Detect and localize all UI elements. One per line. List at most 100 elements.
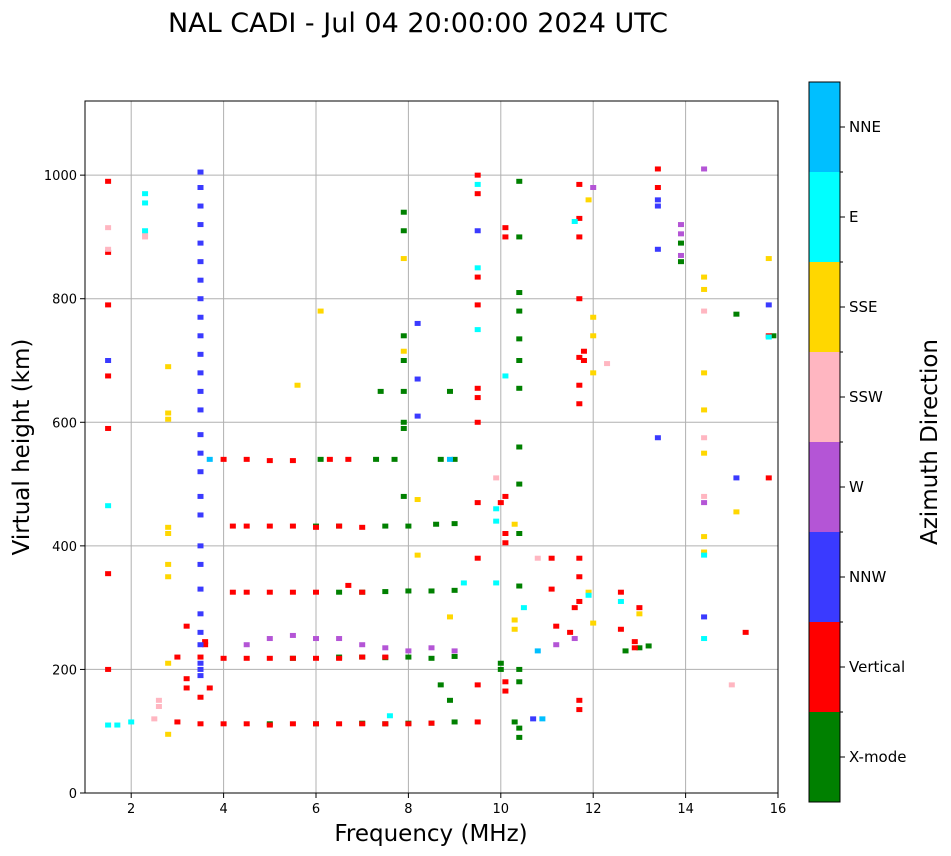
data-point [576,598,583,604]
data-point [585,589,592,595]
data-point [197,351,204,357]
data-point [317,308,324,314]
data-point [128,719,135,725]
data-point [345,582,352,588]
data-point [289,632,296,638]
data-point [202,642,209,648]
data-point [414,320,421,326]
data-point [502,531,509,536]
data-point [511,626,518,632]
data-point [446,614,453,620]
series-x-mode [266,178,777,740]
data-point [197,586,204,592]
data-point [576,401,583,407]
data-point [197,611,204,617]
data-point [451,653,458,659]
data-point [654,166,661,172]
data-point [502,373,509,379]
data-point [174,719,181,725]
data-point [266,458,273,464]
data-point [733,311,740,317]
data-point [677,259,684,265]
y-axis-ticks: 0 200 400 600 800 1000 [44,169,85,802]
colorbar-segment [809,352,840,442]
data-point [229,589,236,595]
data-point [451,648,458,654]
data-point [197,240,204,246]
data-point [414,497,421,503]
data-point [391,456,398,462]
data-point [701,552,708,558]
data-point [451,521,458,527]
data-point [197,654,204,660]
data-point [183,623,190,629]
data-point [516,358,523,363]
data-point [576,555,583,561]
data-point [502,493,509,499]
data-point [336,636,343,642]
colorbar-segment [809,532,840,622]
data-point [142,200,149,206]
data-point [105,666,112,672]
data-point [220,655,227,661]
data-point [701,308,708,314]
data-point [493,518,500,524]
data-point [400,388,407,394]
chart-title: NAL CADI - Jul 04 20:00:00 2024 UTC [168,8,668,39]
data-point [446,388,453,394]
data-point [197,259,204,265]
data-point [474,682,481,688]
data-point [636,611,643,617]
data-point [289,655,296,661]
data-point [183,685,190,691]
data-point [105,225,112,231]
data-point [197,673,204,679]
data-point [289,458,296,464]
data-point [516,583,523,589]
data-point [155,697,162,703]
data-point [289,523,296,529]
data-point [516,308,523,314]
data-point [197,450,204,456]
plot-frame [84,100,779,794]
data-point [654,185,661,190]
data-point [701,534,708,540]
data-point [701,614,708,620]
data-point [289,721,296,727]
data-point [165,524,172,530]
data-point [382,721,389,727]
data-point [165,574,172,580]
data-point [105,246,112,252]
x-tick-label: 6 [312,802,320,817]
data-point [497,660,504,666]
colorbar-segment [809,442,840,532]
data-point [553,623,560,629]
data-point [493,506,500,512]
colorbar-segment [809,82,840,172]
data-point [206,456,213,462]
data-point [446,697,453,703]
data-point [451,587,458,593]
data-point [497,500,504,506]
x-tick-label: 2 [127,802,135,817]
data-point [617,598,624,604]
data-point [474,419,481,425]
data-point [654,203,661,209]
data-point [580,358,587,363]
data-point [677,231,684,237]
data-point [474,302,481,308]
data-point [400,228,407,234]
data-point [400,209,407,215]
data-point [493,475,500,481]
data-point [197,407,204,413]
data-point [516,385,523,391]
data-point [197,314,204,320]
data-point [617,626,624,632]
data-point [197,660,204,666]
data-point [174,654,181,660]
data-point [105,358,112,363]
data-point [571,605,578,611]
data-point [645,643,652,649]
data-point [622,648,629,654]
